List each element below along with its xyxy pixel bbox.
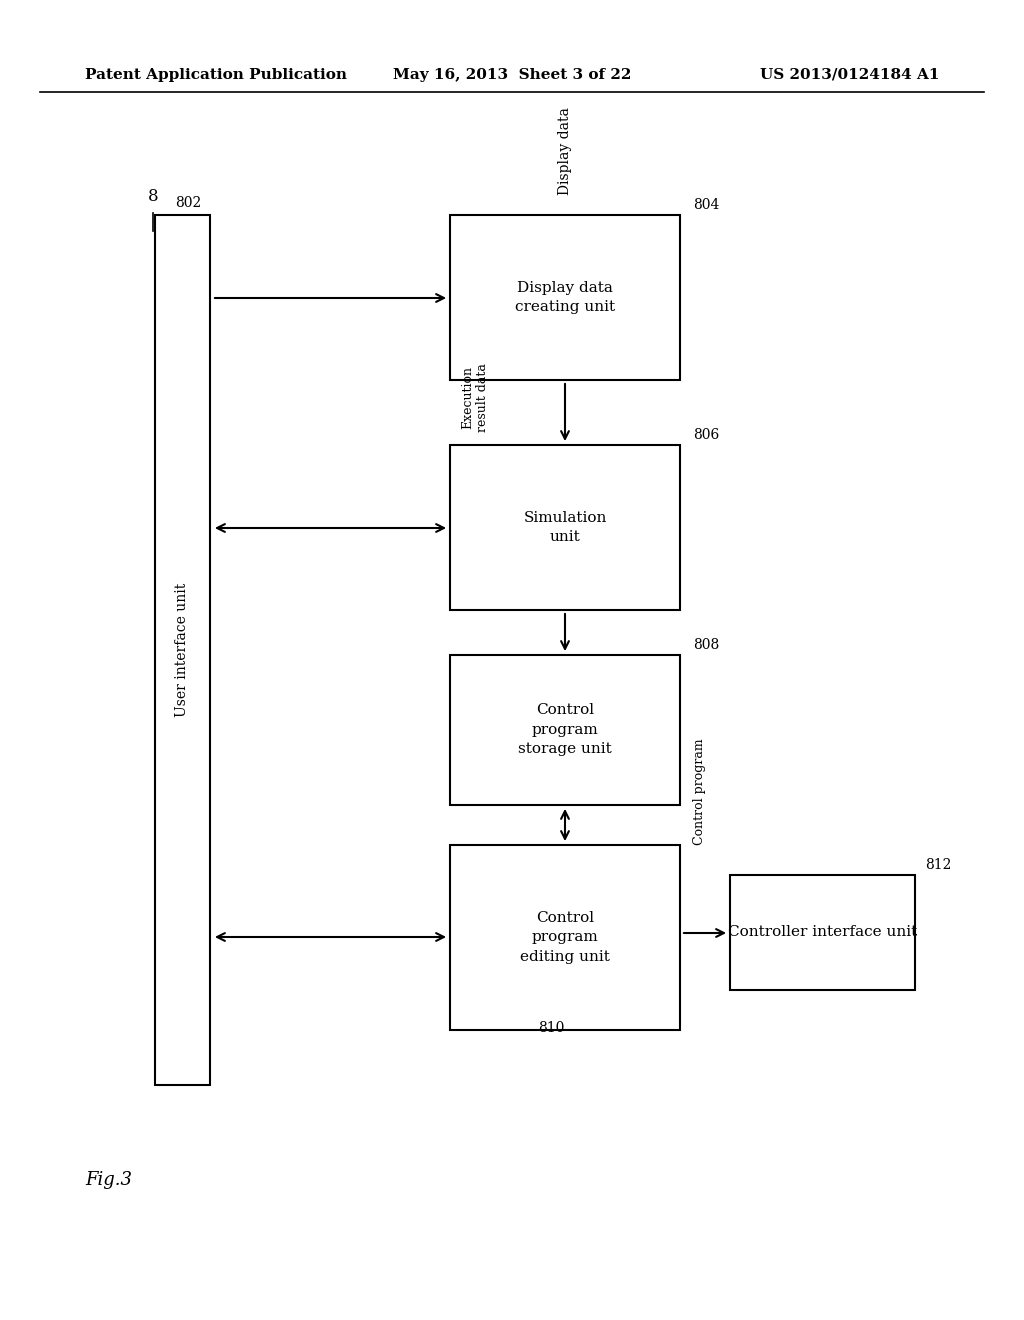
Text: 812: 812 <box>925 858 951 873</box>
Text: Controller interface unit: Controller interface unit <box>728 925 918 940</box>
Text: Display data
creating unit: Display data creating unit <box>515 281 615 314</box>
Text: May 16, 2013  Sheet 3 of 22: May 16, 2013 Sheet 3 of 22 <box>393 69 631 82</box>
Text: 806: 806 <box>693 428 719 442</box>
Text: Fig.3: Fig.3 <box>85 1171 132 1189</box>
Text: 804: 804 <box>693 198 720 213</box>
Text: Control
program
editing unit: Control program editing unit <box>520 911 610 964</box>
Text: Control program: Control program <box>693 738 707 845</box>
Bar <box>450 655 680 805</box>
Text: User interface unit: User interface unit <box>175 583 189 717</box>
Text: 810: 810 <box>538 1020 564 1035</box>
Bar <box>155 215 210 1085</box>
Text: Patent Application Publication: Patent Application Publication <box>85 69 347 82</box>
Bar <box>450 445 680 610</box>
Text: Execution
result data: Execution result data <box>461 363 489 432</box>
Bar <box>450 215 680 380</box>
Text: Simulation
unit: Simulation unit <box>523 511 606 544</box>
Text: Display data: Display data <box>558 107 572 195</box>
Text: 8: 8 <box>148 187 159 205</box>
Bar <box>730 875 915 990</box>
Bar <box>450 845 680 1030</box>
Text: 802: 802 <box>175 195 202 210</box>
Text: 808: 808 <box>693 638 719 652</box>
Text: Control
program
storage unit: Control program storage unit <box>518 704 612 756</box>
Text: US 2013/0124184 A1: US 2013/0124184 A1 <box>761 69 940 82</box>
